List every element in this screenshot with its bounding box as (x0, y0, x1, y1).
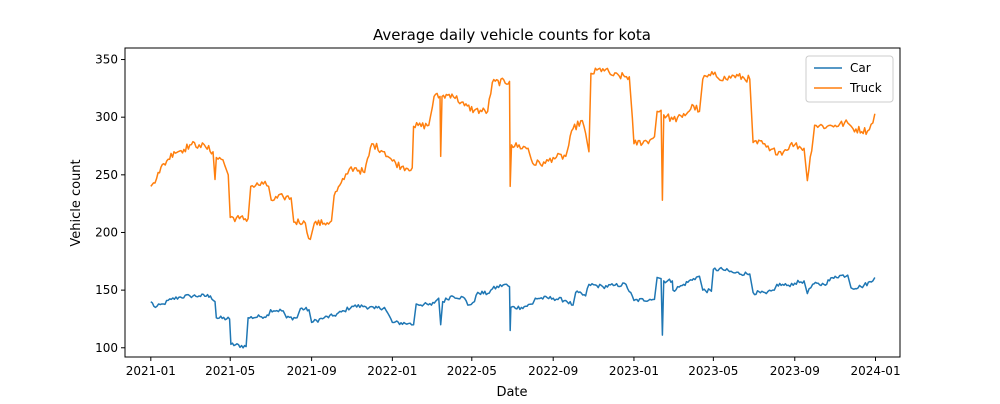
x-tick-label: 2022-09 (528, 364, 578, 378)
y-tick-label: 200 (95, 225, 118, 239)
x-tick-label: 2022-05 (447, 364, 497, 378)
y-tick-label: 100 (95, 341, 118, 355)
plot-frame (124, 47, 901, 358)
axes: 2021-01 2021-05 2021-09 2022-01 2022-05 2022-… (95, 53, 900, 378)
series-line-car (150, 266, 876, 349)
x-tick-label: 2023-01 (609, 364, 659, 378)
x-tick-label: 2022-01 (367, 364, 417, 378)
y-tick-label: 250 (95, 168, 118, 182)
x-tick-label: 2023-09 (770, 364, 820, 378)
legend-label-car: Car (850, 61, 871, 75)
y-tick-label: 150 (95, 283, 118, 297)
legend: Car Truck (805, 55, 894, 103)
x-tick-label: 2023-05 (688, 364, 738, 378)
x-tick-label: 2021-09 (287, 364, 337, 378)
x-tick-label: 2024-01 (850, 364, 900, 378)
y-axis-label: Vehicle count (69, 159, 84, 246)
y-tick-label: 350 (95, 53, 118, 67)
y-tick-label: 300 (95, 110, 118, 124)
x-tick-label: 2021-05 (205, 364, 255, 378)
plot-area (150, 67, 876, 349)
chart-title: Average daily vehicle counts for kota (373, 26, 651, 44)
x-axis-label: Date (496, 385, 527, 400)
series-line-truck (150, 67, 876, 241)
legend-label-truck: Truck (849, 81, 882, 95)
x-tick-label: 2021-01 (126, 364, 176, 378)
